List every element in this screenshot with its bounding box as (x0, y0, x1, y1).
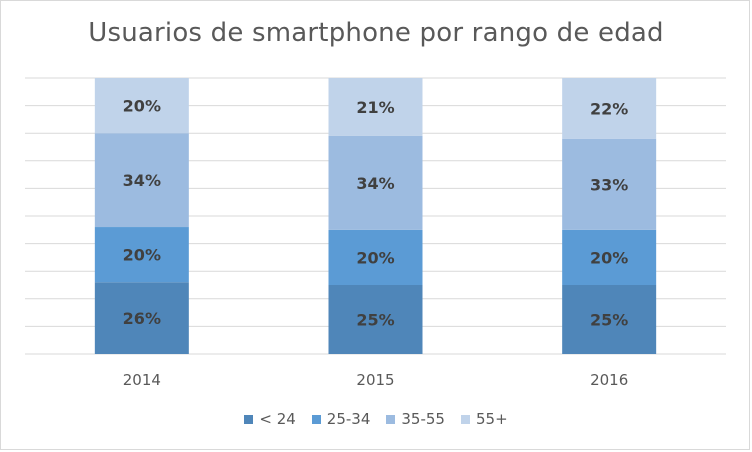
bar-segment-2014-2 (94, 227, 189, 283)
bar-segment-2016-3 (562, 138, 657, 230)
x-tick-label: 2014 (123, 371, 161, 389)
legend-item-4: 55+ (460, 410, 508, 428)
legend-swatch (311, 414, 321, 424)
data-label-2014-1: 26% (123, 309, 161, 328)
legend-label: 55+ (475, 410, 508, 428)
legend-swatch (244, 414, 254, 424)
bar-segment-2016-4 (562, 78, 657, 139)
data-label-2016-3: 33% (590, 175, 628, 194)
legend-label: < 24 (259, 410, 296, 428)
data-label-2014-4: 20% (123, 97, 161, 116)
data-label-2015-2: 20% (356, 248, 394, 267)
bar-segment-2015-3 (328, 135, 423, 230)
legend-item-3: 35-55 (386, 410, 445, 428)
data-label-2014-3: 34% (123, 171, 161, 190)
data-label-2014-2: 20% (123, 246, 161, 265)
bar-segment-2014-3 (94, 133, 189, 228)
legend-swatch (386, 414, 396, 424)
x-tick-label: 2016 (590, 371, 628, 389)
x-tick-label: 2015 (356, 371, 394, 389)
data-label-2015-4: 21% (356, 98, 394, 117)
bar-segment-2014-4 (94, 78, 189, 134)
legend-label: 25-34 (326, 410, 371, 428)
bar-segment-2015-1 (328, 285, 423, 354)
legend-label: 35-55 (401, 410, 445, 428)
data-label-2016-4: 22% (590, 99, 628, 118)
bar-segment-2016-1 (562, 285, 657, 354)
data-label-2016-2: 20% (590, 248, 628, 267)
bar-segment-2015-4 (328, 78, 423, 136)
chart-legend: < 24 25-34 35-55 55+ (0, 410, 752, 428)
legend-swatch (460, 414, 470, 424)
data-label-2016-1: 25% (590, 311, 628, 330)
legend-item-2: 25-34 (311, 410, 371, 428)
chart-title: Usuarios de smartphone por rango de edad (88, 18, 664, 48)
bar-segment-2015-2 (328, 229, 423, 285)
bar-segment-2016-2 (562, 229, 657, 285)
legend-item-1: < 24 (244, 410, 296, 428)
data-label-2015-1: 25% (356, 311, 394, 330)
bar-segment-2014-1 (94, 282, 189, 354)
data-label-2015-3: 34% (356, 174, 394, 193)
